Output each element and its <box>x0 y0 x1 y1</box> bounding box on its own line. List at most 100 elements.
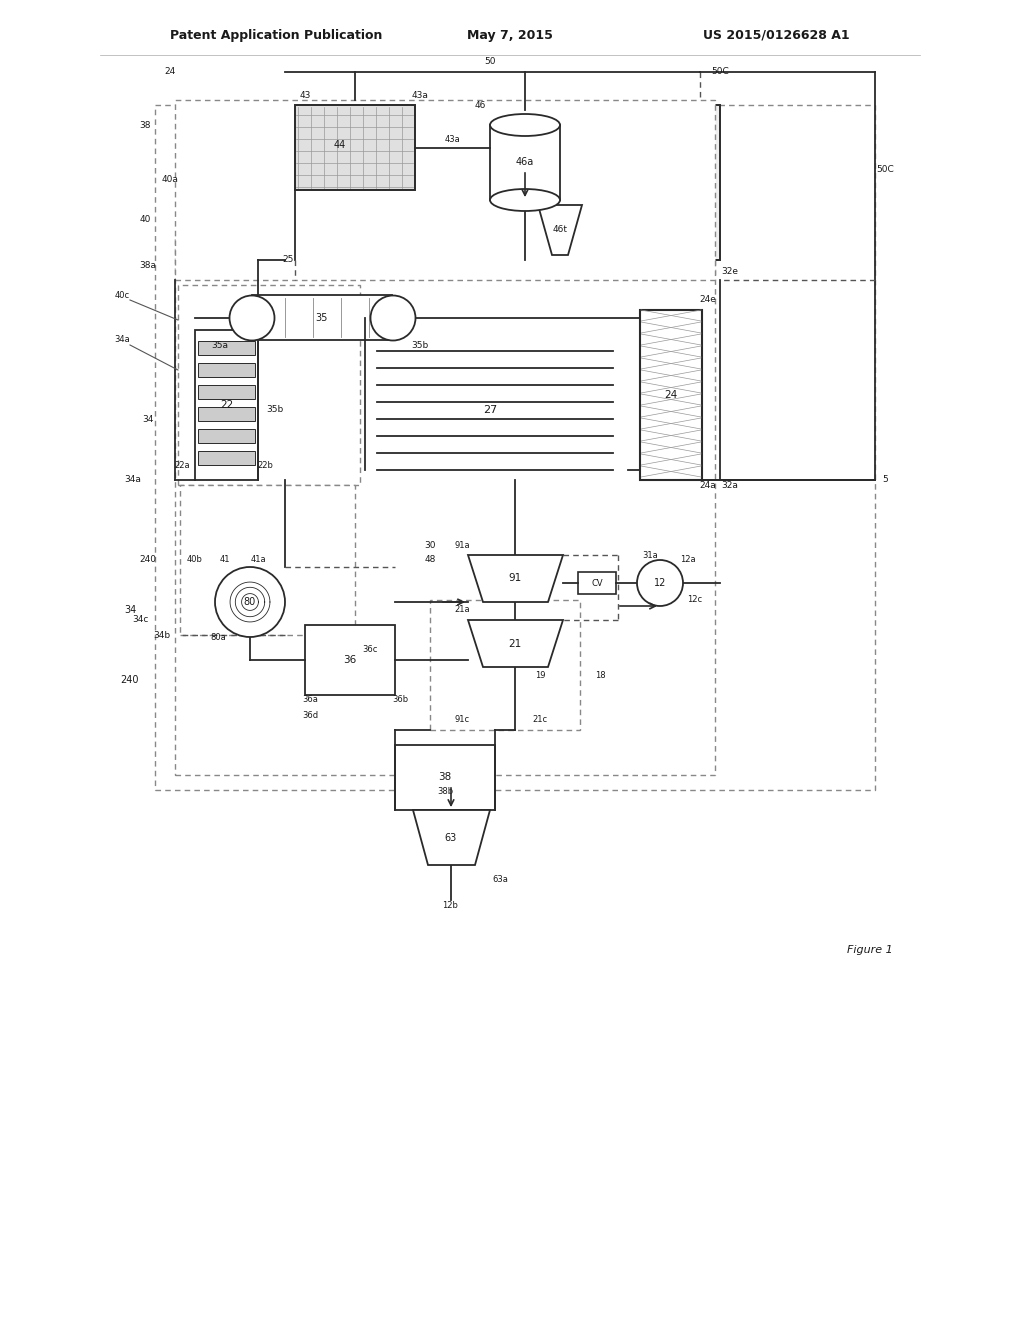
Text: 240: 240 <box>120 675 140 685</box>
Text: 24e: 24e <box>699 296 715 305</box>
Text: 50C: 50C <box>710 67 729 77</box>
Text: 32a: 32a <box>720 480 738 490</box>
Bar <box>305 624 394 696</box>
Text: 12b: 12b <box>441 900 458 909</box>
Text: 38b: 38b <box>436 788 452 796</box>
Text: 38: 38 <box>438 772 451 781</box>
Text: 12a: 12a <box>680 556 695 565</box>
Text: US 2015/0126628 A1: US 2015/0126628 A1 <box>703 29 849 41</box>
Ellipse shape <box>229 296 274 341</box>
Bar <box>198 451 255 465</box>
Text: 80: 80 <box>244 597 256 607</box>
Text: 43: 43 <box>299 91 311 99</box>
Text: 24a: 24a <box>699 480 715 490</box>
Text: 35: 35 <box>316 313 328 323</box>
Text: 21: 21 <box>507 639 521 649</box>
Bar <box>178 285 360 484</box>
Ellipse shape <box>370 296 415 341</box>
Text: 18: 18 <box>594 671 604 680</box>
Text: 36a: 36a <box>302 696 318 705</box>
Text: 50C: 50C <box>875 165 893 174</box>
Text: 36c: 36c <box>362 645 377 655</box>
Ellipse shape <box>489 114 559 136</box>
Bar <box>198 363 255 378</box>
Text: 5: 5 <box>881 475 887 484</box>
Bar <box>639 310 701 480</box>
Bar <box>284 106 719 260</box>
Bar <box>578 572 615 594</box>
Bar <box>489 125 559 201</box>
Text: 48: 48 <box>424 556 435 565</box>
Text: 35b: 35b <box>411 341 428 350</box>
Text: 34b: 34b <box>153 631 170 639</box>
Text: Figure 1: Figure 1 <box>847 945 892 954</box>
Text: 46: 46 <box>474 100 485 110</box>
Bar <box>175 100 714 280</box>
Text: 38a: 38a <box>140 260 156 269</box>
Bar <box>430 601 580 730</box>
Bar <box>179 484 355 635</box>
Text: 41: 41 <box>219 556 230 565</box>
Text: 41a: 41a <box>250 556 266 565</box>
Bar <box>195 330 258 480</box>
Text: 27: 27 <box>482 405 496 414</box>
Polygon shape <box>468 554 562 602</box>
Text: 38: 38 <box>140 120 151 129</box>
Text: May 7, 2015: May 7, 2015 <box>467 29 552 41</box>
Text: 36: 36 <box>343 655 357 665</box>
Text: CV: CV <box>591 578 602 587</box>
Bar <box>198 341 255 355</box>
Text: 25: 25 <box>282 256 293 264</box>
Text: 34a: 34a <box>124 475 142 484</box>
Bar <box>198 429 255 444</box>
Text: 43a: 43a <box>411 91 428 99</box>
Text: 240: 240 <box>140 556 156 565</box>
Text: 34a: 34a <box>114 335 129 345</box>
Text: 35b: 35b <box>266 405 283 414</box>
Text: 24: 24 <box>164 67 175 77</box>
Text: 34: 34 <box>123 605 136 615</box>
Text: 21a: 21a <box>453 606 470 615</box>
Text: 44: 44 <box>333 140 345 150</box>
Text: 35a: 35a <box>211 341 228 350</box>
Text: 19: 19 <box>534 671 545 680</box>
Text: 22b: 22b <box>257 461 273 470</box>
Text: 40b: 40b <box>186 556 203 565</box>
Text: 40c: 40c <box>114 290 129 300</box>
Text: 22a: 22a <box>174 461 190 470</box>
Text: 43a: 43a <box>444 136 461 144</box>
Text: 63: 63 <box>444 833 457 843</box>
Text: 12: 12 <box>653 578 665 587</box>
Bar <box>198 407 255 421</box>
Text: 34c: 34c <box>131 615 148 624</box>
Bar <box>175 235 714 775</box>
Polygon shape <box>537 205 582 255</box>
Text: 24: 24 <box>663 389 677 400</box>
Text: Patent Application Publication: Patent Application Publication <box>170 29 382 41</box>
Circle shape <box>637 560 683 606</box>
Text: 50: 50 <box>484 58 495 66</box>
Bar <box>252 294 391 341</box>
Text: 32e: 32e <box>720 268 738 276</box>
Text: 22: 22 <box>220 400 233 411</box>
Text: 21c: 21c <box>532 715 547 725</box>
Text: 46a: 46a <box>516 157 534 168</box>
Bar <box>155 106 874 789</box>
Text: 30: 30 <box>424 540 435 549</box>
Text: 46t: 46t <box>552 226 567 235</box>
Text: 31a: 31a <box>642 550 657 560</box>
Bar <box>294 106 415 190</box>
Text: 34: 34 <box>143 416 154 425</box>
Text: 36b: 36b <box>391 696 408 705</box>
Text: 36d: 36d <box>302 710 318 719</box>
Bar <box>198 385 255 399</box>
Text: 40a: 40a <box>161 176 178 185</box>
Bar <box>394 744 494 810</box>
Text: 80a: 80a <box>210 634 225 643</box>
Polygon shape <box>413 810 489 865</box>
Polygon shape <box>468 620 562 667</box>
Text: 91a: 91a <box>453 540 470 549</box>
Text: 12c: 12c <box>687 595 702 605</box>
Text: 91c: 91c <box>454 715 469 725</box>
Text: 40: 40 <box>140 215 151 224</box>
